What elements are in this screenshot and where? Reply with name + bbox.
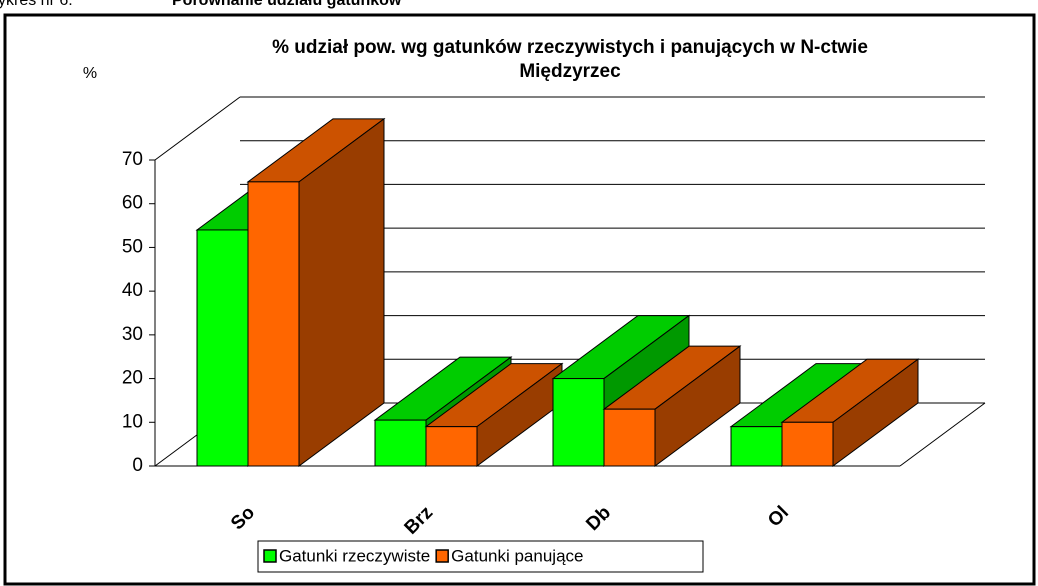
legend-swatch <box>263 549 277 563</box>
legend-label: Gatunki panujące <box>451 546 583 565</box>
bar <box>603 408 656 467</box>
y-tick-label: 10 <box>122 411 143 432</box>
y-tick-label: 40 <box>122 280 143 301</box>
bar <box>374 419 427 467</box>
caption-title: Porównanie udziału gatunków <box>172 0 402 9</box>
bar <box>196 229 249 467</box>
chart-title: % udział pow. wg gatunków rzeczywistych … <box>272 37 868 82</box>
y-tick-label: 70 <box>122 149 143 170</box>
wall-edge <box>154 96 241 161</box>
floor-edge <box>899 402 986 467</box>
bar <box>425 426 478 467</box>
y-axis-label: % <box>83 65 97 82</box>
legend-swatch <box>435 549 449 563</box>
y-tick-label: 0 <box>132 455 143 476</box>
bar <box>730 426 783 467</box>
y-tick-label: 50 <box>122 236 143 257</box>
caption-number: ykres nr 6. <box>0 0 73 9</box>
y-tick-label: 60 <box>122 193 143 214</box>
chart-title-group: % udział pow. wg gatunków rzeczywistych … <box>272 37 868 82</box>
bar <box>552 378 605 467</box>
title-line: % udział pow. wg gatunków rzeczywistych … <box>272 37 868 58</box>
y-tick-label: 20 <box>122 368 143 389</box>
y-tick-label: 30 <box>122 324 143 345</box>
legend-box <box>257 540 704 573</box>
legend-label: Gatunki rzeczywiste <box>279 546 430 565</box>
bar <box>781 421 834 467</box>
bar <box>247 181 300 467</box>
title-line: Międzyrzec <box>519 61 621 82</box>
chart-frame <box>3 13 1036 586</box>
